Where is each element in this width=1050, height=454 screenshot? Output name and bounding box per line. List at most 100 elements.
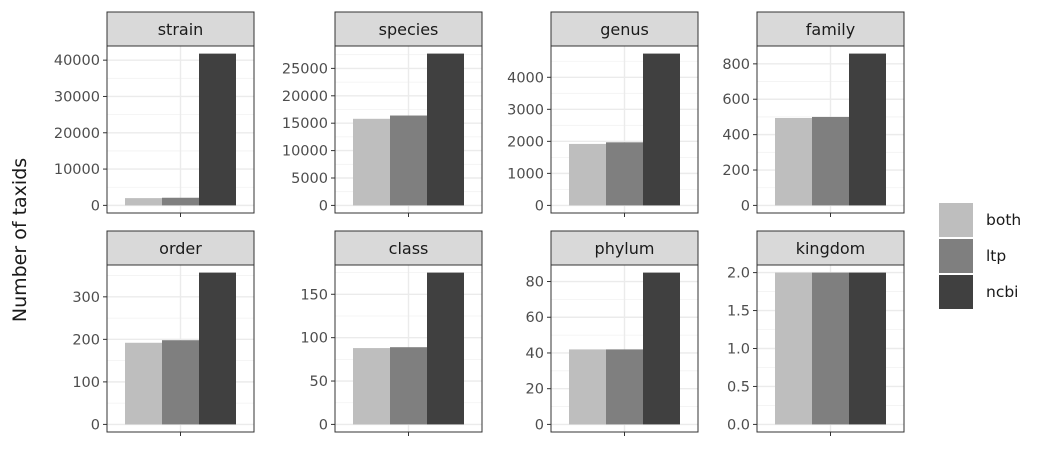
panel-border bbox=[106, 45, 255, 214]
y-tick-label: 600 bbox=[722, 92, 750, 108]
facet-title: species bbox=[379, 20, 439, 39]
facet-strip bbox=[756, 11, 905, 47]
y-tick-label: 2.0 bbox=[727, 266, 750, 282]
bar-ncbi bbox=[427, 272, 464, 425]
panel-border bbox=[334, 45, 483, 214]
bar-both bbox=[569, 143, 606, 206]
bar-both bbox=[353, 118, 390, 206]
y-tick-label: 15000 bbox=[282, 116, 328, 132]
y-tick-label: 1000 bbox=[507, 166, 544, 182]
bar-both bbox=[775, 117, 812, 206]
facet-title: kingdom bbox=[796, 239, 866, 258]
panel-border bbox=[106, 264, 255, 433]
bar-both bbox=[125, 198, 162, 206]
legend-label-ncbi: ncbi bbox=[986, 283, 1019, 301]
facet-strip bbox=[550, 230, 699, 266]
y-tick-label: 20 bbox=[526, 382, 544, 398]
panel-border bbox=[334, 264, 483, 433]
y-tick-label: 30000 bbox=[54, 89, 100, 105]
y-axis-label: Number of taxids bbox=[9, 158, 31, 322]
y-tick-label: 400 bbox=[722, 128, 750, 144]
y-tick-label: 100 bbox=[72, 375, 100, 391]
y-tick-label: 20000 bbox=[282, 89, 328, 105]
bar-ltp bbox=[812, 116, 849, 206]
panel-species: species 0 5000 10000 15000 20000 25000 bbox=[282, 11, 483, 217]
bar-ltp bbox=[390, 115, 427, 206]
bar-ncbi bbox=[199, 53, 236, 206]
y-tick-label: 0 bbox=[319, 198, 328, 214]
facet-strip bbox=[756, 230, 905, 266]
y-tick-label: 40000 bbox=[54, 53, 100, 69]
bar-ltp bbox=[162, 197, 199, 206]
y-tick-label: 10000 bbox=[282, 144, 328, 160]
legend-key-both bbox=[939, 203, 973, 237]
y-tick-label: 100 bbox=[300, 331, 328, 347]
y-tick-label: 800 bbox=[722, 57, 750, 73]
y-tick-label: 1.5 bbox=[727, 304, 750, 320]
legend-label-ltp: ltp bbox=[986, 247, 1006, 265]
y-tick-label: 40 bbox=[526, 346, 544, 362]
facet-title: strain bbox=[158, 20, 204, 39]
bar-ncbi bbox=[849, 53, 886, 206]
y-tick-label: 4000 bbox=[507, 70, 544, 86]
bar-both bbox=[125, 342, 162, 425]
bar-ncbi bbox=[427, 53, 464, 206]
panel-kingdom: kingdom 0.0 0.5 1.0 1.5 2.0 bbox=[727, 230, 905, 436]
bar-both bbox=[353, 348, 390, 425]
bar-both bbox=[775, 272, 812, 425]
bar-ncbi bbox=[643, 53, 680, 206]
facet-title: class bbox=[389, 239, 429, 258]
legend-key-ltp bbox=[939, 239, 973, 273]
panel-class: class 0 50 100 150 bbox=[300, 230, 483, 436]
panel-border bbox=[550, 264, 699, 433]
bar-ltp bbox=[606, 142, 643, 206]
y-tick-label: 25000 bbox=[282, 61, 328, 77]
y-tick-label: 80 bbox=[526, 275, 544, 291]
y-tick-label: 20000 bbox=[54, 126, 100, 142]
y-tick-label: 2000 bbox=[507, 134, 544, 150]
facet-title: family bbox=[806, 20, 855, 39]
y-tick-label: 0 bbox=[535, 417, 544, 433]
facet-title: genus bbox=[600, 20, 649, 39]
bar-ncbi bbox=[849, 272, 886, 425]
y-tick-label: 0 bbox=[91, 417, 100, 433]
y-tick-label: 3000 bbox=[507, 102, 544, 118]
y-tick-label: 300 bbox=[72, 290, 100, 306]
y-tick-label: 0 bbox=[319, 417, 328, 433]
bar-ltp bbox=[162, 340, 199, 425]
bar-ltp bbox=[390, 347, 427, 425]
bar-both bbox=[569, 349, 606, 425]
legend: both ltp ncbi bbox=[939, 203, 1021, 309]
panel-border bbox=[550, 45, 699, 214]
panel-genus: genus 0 1000 2000 3000 4000 bbox=[507, 11, 699, 217]
y-tick-label: 60 bbox=[526, 310, 544, 326]
panel-phylum: phylum 0 20 40 60 80 bbox=[526, 230, 699, 436]
y-tick-label: 5000 bbox=[291, 171, 328, 187]
legend-key-ncbi bbox=[939, 275, 973, 309]
panel-order: order 0 100 200 300 bbox=[72, 230, 255, 436]
y-tick-label: 200 bbox=[722, 163, 750, 179]
panels: strain010000200003000040000species050001… bbox=[54, 11, 905, 436]
y-tick-label: 1.0 bbox=[727, 342, 750, 358]
panel-strain: strain 0 10000 20000 30000 40000 bbox=[54, 11, 255, 217]
y-tick-label: 50 bbox=[310, 374, 328, 390]
y-tick-label: 0.5 bbox=[727, 379, 750, 395]
y-tick-label: 0 bbox=[535, 198, 544, 214]
panel-family: family 0 200 400 600 800 bbox=[722, 11, 905, 217]
y-tick-label: 0 bbox=[91, 198, 100, 214]
y-tick-label: 200 bbox=[72, 332, 100, 348]
facet-title: order bbox=[159, 239, 202, 258]
bar-ncbi bbox=[643, 272, 680, 425]
facet-strip bbox=[106, 11, 255, 47]
y-tick-label: 10000 bbox=[54, 162, 100, 178]
panel-border bbox=[756, 45, 905, 214]
legend-label-both: both bbox=[986, 211, 1021, 229]
bar-ltp bbox=[812, 272, 849, 425]
y-tick-label: 150 bbox=[300, 287, 328, 303]
panel-border bbox=[756, 264, 905, 433]
y-tick-label: 0.0 bbox=[727, 417, 750, 433]
facet-title: phylum bbox=[595, 239, 655, 258]
y-tick-label: 0 bbox=[741, 198, 750, 214]
